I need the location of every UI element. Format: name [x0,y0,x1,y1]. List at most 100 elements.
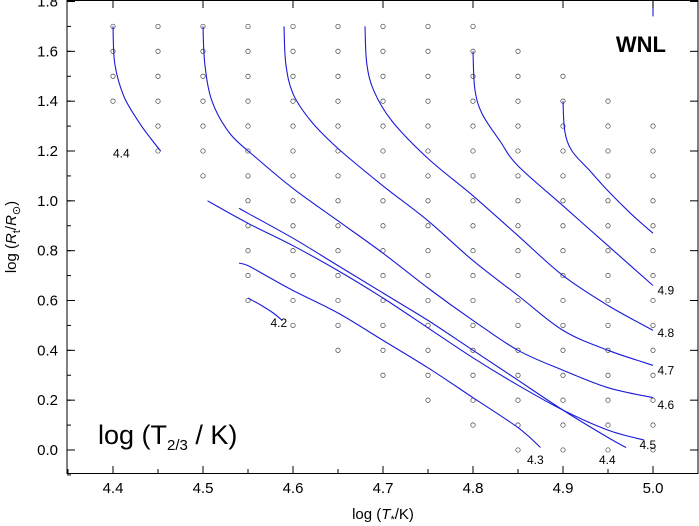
grid-point [515,198,521,204]
contour-line-4.2 [247,297,283,321]
grid-point [560,73,566,79]
grid-point [245,198,251,204]
grid-point [515,48,521,54]
grid-point [290,198,296,204]
contour-line-4.9 [472,51,654,286]
grid-point [560,322,566,328]
grid-point [335,23,341,29]
grid-point [425,248,431,254]
grid-point [605,173,611,179]
grid-point [605,322,611,328]
contour-line-4.95 [562,101,654,234]
grid-point [335,48,341,54]
grid-point [560,397,566,403]
grid-point [290,322,296,328]
contour-label: 4.8 [658,326,675,340]
contour-labels: 4.4 4.2 4.3 4.4 4.5 4.6 4.7 4.8 4.9 [113,147,675,468]
grid-point [335,273,341,279]
contour-line-4.3 [238,262,541,448]
grid-point [245,248,251,254]
grid-point [425,123,431,129]
grid-point [470,73,476,79]
grid-point [380,73,386,79]
grid-point [155,73,161,79]
grid-point [470,322,476,328]
grid-point [155,48,161,54]
grid-point [470,223,476,229]
grid-point [245,73,251,79]
grid-point [290,297,296,304]
grid-point [605,347,611,353]
grid-point [200,48,206,54]
grid-point [650,173,656,179]
grid-point [515,223,521,229]
x-tick-label: 4.9 [553,480,574,497]
grid-point [380,347,386,353]
grid-point [335,248,341,254]
grid-point [290,248,296,254]
grid-point [380,173,386,179]
grid-point [605,198,611,204]
grid-point [605,397,611,403]
grid-point [515,297,521,304]
contour-line-4.6 [202,26,654,399]
grid-point [560,273,566,279]
y-tick-label: 0.4 [37,342,58,359]
y-tick-label: 1.4 [37,93,58,110]
grid-point [335,347,341,353]
grid-point [515,447,521,453]
model-grid-points [110,23,656,453]
grid-point [245,48,251,54]
grid-point [155,98,161,104]
grid-point [650,397,656,403]
grid-point [605,98,611,104]
contour-line-4.7 [283,26,654,366]
panel-label: WNL [616,32,666,57]
y-tick-label: 0.0 [37,442,58,459]
contour-label: 4.9 [658,284,675,298]
grid-point [650,223,656,229]
y-tick-label: 1.0 [37,193,58,210]
grid-point [515,248,521,254]
x-tick-label: 4.7 [373,480,394,497]
grid-point [335,297,341,304]
grid-point [605,148,611,154]
grid-point [560,372,566,378]
grid-point [560,422,566,428]
contour-line-4.4 [112,26,162,152]
grid-point [515,173,521,179]
grid-point [650,123,656,129]
y-axis-title: log (Rt/R⊙) [3,201,23,273]
grid-point [605,372,611,378]
grid-point [425,347,431,353]
contour-lines [112,1,654,448]
grid-point [290,173,296,179]
grid-point [290,123,296,129]
y-tick-label: 0.6 [37,293,58,310]
grid-point [200,173,206,179]
grid-point [560,148,566,154]
grid-point [380,198,386,204]
grid-point [290,273,296,279]
grid-point [650,248,656,254]
grid-point [200,123,206,129]
contour-label: 4.3 [527,453,544,467]
grid-point [470,273,476,279]
grid-point [200,148,206,154]
grid-point [335,173,341,179]
grid-point [380,372,386,378]
grid-point [560,347,566,353]
grid-point [425,223,431,229]
x-tick-label: 4.5 [193,480,214,497]
y-axis: 0.0 0.2 0.4 0.6 0.8 1.0 1.2 1.4 1.6 1.8 [37,0,698,476]
grid-point [155,23,161,29]
grid-point [560,123,566,129]
grid-point [470,422,476,428]
grid-point [200,73,206,79]
contour-line-4.8 [364,26,654,331]
grid-point [290,23,296,29]
x-axis: 4.4 4.5 4.6 4.7 4.8 4.9 5.0 [67,0,699,497]
grid-point [110,73,116,79]
grid-point [425,372,431,378]
grid-point [425,297,431,304]
